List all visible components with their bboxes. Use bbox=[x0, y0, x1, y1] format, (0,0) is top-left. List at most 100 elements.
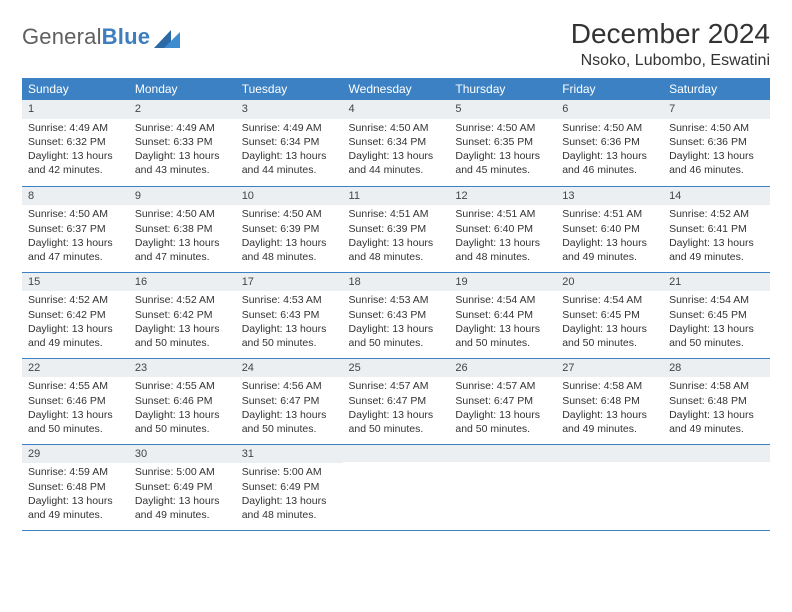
calendar-week: 29Sunrise: 4:59 AMSunset: 6:48 PMDayligh… bbox=[22, 444, 770, 530]
sunrise-line: Sunrise: 4:57 AM bbox=[455, 379, 550, 393]
day-number: 28 bbox=[663, 359, 770, 378]
calendar-cell: 6Sunrise: 4:50 AMSunset: 6:36 PMDaylight… bbox=[556, 100, 663, 186]
calendar-cell: 30Sunrise: 5:00 AMSunset: 6:49 PMDayligh… bbox=[129, 444, 236, 530]
day-number: 17 bbox=[236, 273, 343, 292]
calendar-cell: 27Sunrise: 4:58 AMSunset: 6:48 PMDayligh… bbox=[556, 358, 663, 444]
calendar-cell: 24Sunrise: 4:56 AMSunset: 6:47 PMDayligh… bbox=[236, 358, 343, 444]
daylight-line: Daylight: 13 hours and 48 minutes. bbox=[242, 494, 337, 522]
day-text: Sunrise: 4:53 AMSunset: 6:43 PMDaylight:… bbox=[236, 291, 343, 354]
daylight-line: Daylight: 13 hours and 50 minutes. bbox=[669, 322, 764, 350]
day-text bbox=[663, 462, 770, 522]
day-number: 21 bbox=[663, 273, 770, 292]
calendar-cell: 7Sunrise: 4:50 AMSunset: 6:36 PMDaylight… bbox=[663, 100, 770, 186]
day-number: 23 bbox=[129, 359, 236, 378]
day-text bbox=[449, 462, 556, 522]
day-number: 10 bbox=[236, 187, 343, 206]
sunset-line: Sunset: 6:40 PM bbox=[455, 222, 550, 236]
sunrise-line: Sunrise: 4:56 AM bbox=[242, 379, 337, 393]
day-text: Sunrise: 5:00 AMSunset: 6:49 PMDaylight:… bbox=[236, 463, 343, 526]
day-header: Wednesday bbox=[343, 78, 450, 100]
day-number-bar bbox=[663, 445, 770, 462]
month-title: December 2024 bbox=[571, 18, 770, 50]
sunset-line: Sunset: 6:35 PM bbox=[455, 135, 550, 149]
sunrise-line: Sunrise: 4:50 AM bbox=[349, 121, 444, 135]
day-number: 15 bbox=[22, 273, 129, 292]
sunset-line: Sunset: 6:32 PM bbox=[28, 135, 123, 149]
daylight-line: Daylight: 13 hours and 50 minutes. bbox=[455, 322, 550, 350]
sunrise-line: Sunrise: 4:52 AM bbox=[669, 207, 764, 221]
day-number: 31 bbox=[236, 445, 343, 464]
calendar-cell: 5Sunrise: 4:50 AMSunset: 6:35 PMDaylight… bbox=[449, 100, 556, 186]
sunset-line: Sunset: 6:48 PM bbox=[669, 394, 764, 408]
daylight-line: Daylight: 13 hours and 49 minutes. bbox=[135, 494, 230, 522]
day-number: 12 bbox=[449, 187, 556, 206]
calendar-cell: 12Sunrise: 4:51 AMSunset: 6:40 PMDayligh… bbox=[449, 186, 556, 272]
calendar-week: 15Sunrise: 4:52 AMSunset: 6:42 PMDayligh… bbox=[22, 272, 770, 358]
day-number-bar bbox=[449, 445, 556, 462]
sunrise-line: Sunrise: 4:57 AM bbox=[349, 379, 444, 393]
day-text: Sunrise: 4:50 AMSunset: 6:36 PMDaylight:… bbox=[556, 119, 663, 182]
calendar-cell: 14Sunrise: 4:52 AMSunset: 6:41 PMDayligh… bbox=[663, 186, 770, 272]
day-number: 18 bbox=[343, 273, 450, 292]
day-number: 3 bbox=[236, 100, 343, 119]
calendar-cell: 4Sunrise: 4:50 AMSunset: 6:34 PMDaylight… bbox=[343, 100, 450, 186]
sunset-line: Sunset: 6:47 PM bbox=[349, 394, 444, 408]
sunset-line: Sunset: 6:39 PM bbox=[349, 222, 444, 236]
day-text: Sunrise: 5:00 AMSunset: 6:49 PMDaylight:… bbox=[129, 463, 236, 526]
logo: GeneralBlue bbox=[22, 18, 180, 50]
day-number: 7 bbox=[663, 100, 770, 119]
location-subtitle: Nsoko, Lubombo, Eswatini bbox=[571, 52, 770, 70]
day-number: 9 bbox=[129, 187, 236, 206]
day-text: Sunrise: 4:49 AMSunset: 6:34 PMDaylight:… bbox=[236, 119, 343, 182]
daylight-line: Daylight: 13 hours and 49 minutes. bbox=[562, 236, 657, 264]
sunset-line: Sunset: 6:48 PM bbox=[28, 480, 123, 494]
day-text: Sunrise: 4:51 AMSunset: 6:40 PMDaylight:… bbox=[556, 205, 663, 268]
calendar-cell: 26Sunrise: 4:57 AMSunset: 6:47 PMDayligh… bbox=[449, 358, 556, 444]
sunset-line: Sunset: 6:37 PM bbox=[28, 222, 123, 236]
calendar-head: SundayMondayTuesdayWednesdayThursdayFrid… bbox=[22, 78, 770, 100]
sunset-line: Sunset: 6:42 PM bbox=[135, 308, 230, 322]
day-number: 8 bbox=[22, 187, 129, 206]
sunrise-line: Sunrise: 4:54 AM bbox=[455, 293, 550, 307]
sunrise-line: Sunrise: 4:50 AM bbox=[135, 207, 230, 221]
day-text: Sunrise: 4:50 AMSunset: 6:37 PMDaylight:… bbox=[22, 205, 129, 268]
day-text: Sunrise: 4:54 AMSunset: 6:45 PMDaylight:… bbox=[556, 291, 663, 354]
calendar-cell: 19Sunrise: 4:54 AMSunset: 6:44 PMDayligh… bbox=[449, 272, 556, 358]
daylight-line: Daylight: 13 hours and 46 minutes. bbox=[562, 149, 657, 177]
daylight-line: Daylight: 13 hours and 50 minutes. bbox=[242, 408, 337, 436]
day-number: 22 bbox=[22, 359, 129, 378]
calendar-cell bbox=[449, 444, 556, 530]
sunset-line: Sunset: 6:43 PM bbox=[242, 308, 337, 322]
header-bar: GeneralBlue December 2024 Nsoko, Lubombo… bbox=[22, 18, 770, 70]
sunrise-line: Sunrise: 5:00 AM bbox=[242, 465, 337, 479]
daylight-line: Daylight: 13 hours and 50 minutes. bbox=[242, 322, 337, 350]
logo-word-blue: Blue bbox=[102, 24, 150, 49]
sunset-line: Sunset: 6:42 PM bbox=[28, 308, 123, 322]
day-header: Friday bbox=[556, 78, 663, 100]
calendar-cell: 8Sunrise: 4:50 AMSunset: 6:37 PMDaylight… bbox=[22, 186, 129, 272]
sunrise-line: Sunrise: 4:58 AM bbox=[669, 379, 764, 393]
daylight-line: Daylight: 13 hours and 50 minutes. bbox=[455, 408, 550, 436]
calendar-cell: 9Sunrise: 4:50 AMSunset: 6:38 PMDaylight… bbox=[129, 186, 236, 272]
day-text: Sunrise: 4:52 AMSunset: 6:41 PMDaylight:… bbox=[663, 205, 770, 268]
logo-text: GeneralBlue bbox=[22, 24, 150, 50]
calendar-cell: 2Sunrise: 4:49 AMSunset: 6:33 PMDaylight… bbox=[129, 100, 236, 186]
day-number: 13 bbox=[556, 187, 663, 206]
day-text: Sunrise: 4:51 AMSunset: 6:40 PMDaylight:… bbox=[449, 205, 556, 268]
daylight-line: Daylight: 13 hours and 50 minutes. bbox=[135, 408, 230, 436]
sunset-line: Sunset: 6:44 PM bbox=[455, 308, 550, 322]
sunrise-line: Sunrise: 4:52 AM bbox=[28, 293, 123, 307]
day-text: Sunrise: 4:52 AMSunset: 6:42 PMDaylight:… bbox=[22, 291, 129, 354]
sunrise-line: Sunrise: 4:52 AM bbox=[135, 293, 230, 307]
calendar-cell: 18Sunrise: 4:53 AMSunset: 6:43 PMDayligh… bbox=[343, 272, 450, 358]
calendar-cell bbox=[556, 444, 663, 530]
daylight-line: Daylight: 13 hours and 50 minutes. bbox=[28, 408, 123, 436]
calendar-cell: 28Sunrise: 4:58 AMSunset: 6:48 PMDayligh… bbox=[663, 358, 770, 444]
day-text bbox=[343, 462, 450, 522]
day-text: Sunrise: 4:56 AMSunset: 6:47 PMDaylight:… bbox=[236, 377, 343, 440]
sunrise-line: Sunrise: 4:55 AM bbox=[135, 379, 230, 393]
calendar-week: 22Sunrise: 4:55 AMSunset: 6:46 PMDayligh… bbox=[22, 358, 770, 444]
daylight-line: Daylight: 13 hours and 48 minutes. bbox=[349, 236, 444, 264]
sunset-line: Sunset: 6:47 PM bbox=[242, 394, 337, 408]
sunrise-line: Sunrise: 4:50 AM bbox=[242, 207, 337, 221]
